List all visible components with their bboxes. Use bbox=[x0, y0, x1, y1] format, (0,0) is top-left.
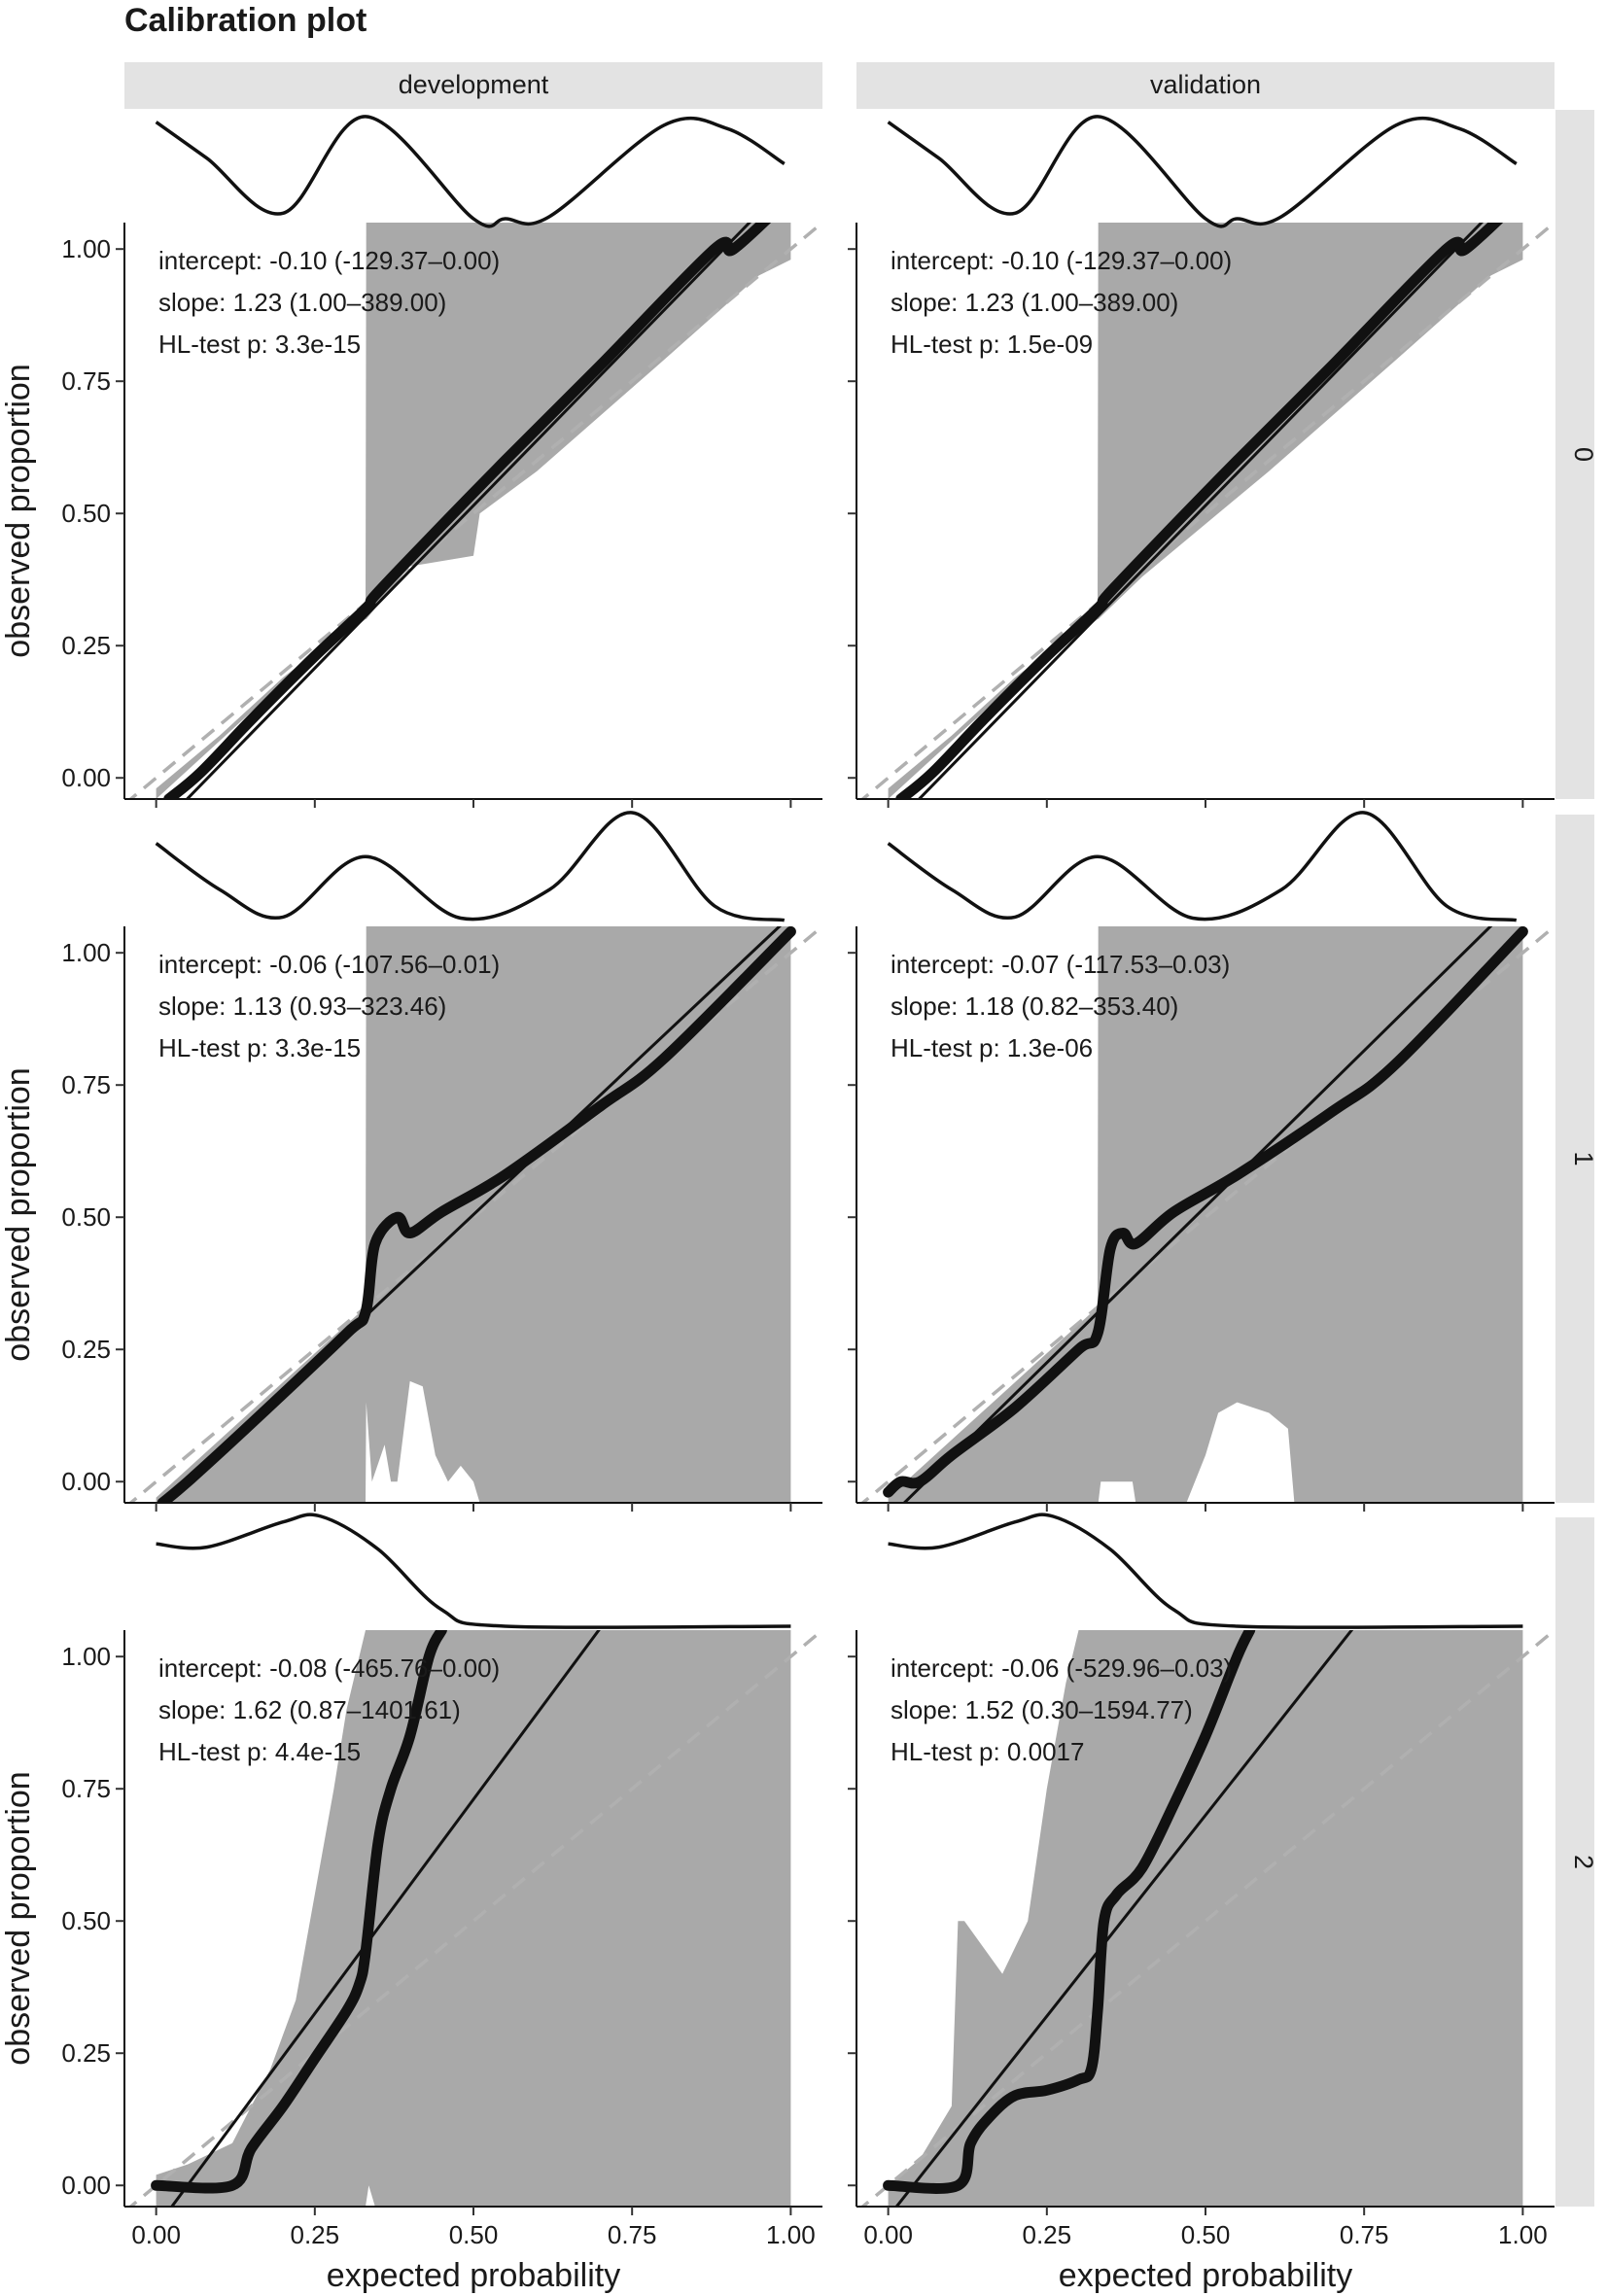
panel-development-2 bbox=[127, 1630, 822, 2207]
panel-stat-text: intercept: -0.08 (-465.76–0.00) bbox=[158, 1653, 500, 1683]
column-strip-label-development: development bbox=[399, 70, 549, 99]
x-tick-label: 1.00 bbox=[1498, 2220, 1548, 2249]
y-tick-label: 0.25 bbox=[61, 631, 111, 660]
panel-stat-text: HL-test p: 0.0017 bbox=[891, 1737, 1084, 1766]
panel-stat-text: intercept: -0.07 (-117.53–0.03) bbox=[891, 950, 1230, 979]
panel-validation-2 bbox=[859, 1630, 1555, 2207]
panel-stat-text: HL-test p: 1.3e-06 bbox=[891, 1033, 1093, 1062]
panel-stat-text: intercept: -0.06 (-529.96–0.03) bbox=[891, 1653, 1232, 1683]
panel-stat-text: slope: 1.52 (0.30–1594.77) bbox=[891, 1695, 1193, 1724]
panel-validation-1 bbox=[859, 926, 1555, 1503]
x-axis-title: expected probability bbox=[1059, 2257, 1352, 2294]
fit-line bbox=[185, 223, 752, 799]
density-curve bbox=[888, 1513, 1523, 1629]
panel-stat-text: HL-test p: 1.5e-09 bbox=[891, 330, 1093, 359]
column-strip-development bbox=[124, 62, 822, 109]
calibration-curve bbox=[163, 223, 772, 799]
y-tick-label: 0.00 bbox=[61, 763, 111, 792]
y-tick-label: 1.00 bbox=[61, 1642, 111, 1671]
x-tick-label: 0.00 bbox=[863, 2220, 913, 2249]
y-tick-label: 0.50 bbox=[61, 1906, 111, 1935]
panel-development-1 bbox=[127, 926, 822, 1503]
y-tick-label: 0.50 bbox=[61, 1202, 111, 1232]
density-curve bbox=[156, 1513, 791, 1629]
y-tick-label: 0.25 bbox=[61, 1335, 111, 1364]
panel-stat-text: HL-test p: 3.3e-15 bbox=[158, 1033, 361, 1062]
x-tick-label: 0.50 bbox=[449, 2220, 499, 2249]
density-curve bbox=[155, 115, 786, 228]
y-tick-label: 0.00 bbox=[61, 2171, 111, 2200]
y-tick-label: 0.50 bbox=[61, 499, 111, 528]
y-tick-label: 0.75 bbox=[61, 1774, 111, 1803]
row-strip-label-1: 1 bbox=[1569, 1151, 1598, 1165]
column-strip-validation bbox=[856, 62, 1555, 109]
row-strip-label-2: 2 bbox=[1569, 1855, 1598, 1869]
panel-stat-text: intercept: -0.10 (-129.37–0.00) bbox=[891, 246, 1232, 275]
panel-validation-0 bbox=[859, 223, 1555, 799]
ci-band bbox=[888, 926, 1523, 1503]
panel-stat-text: slope: 1.23 (1.00–389.00) bbox=[158, 288, 446, 317]
y-tick-label: 0.25 bbox=[61, 2038, 111, 2068]
panel-stat-text: HL-test p: 3.3e-15 bbox=[158, 330, 361, 359]
y-axis-title: observed proportion bbox=[0, 1067, 37, 1361]
panel-stat-text: intercept: -0.10 (-129.37–0.00) bbox=[158, 246, 500, 275]
x-tick-label: 0.00 bbox=[131, 2220, 181, 2249]
x-tick-label: 0.75 bbox=[608, 2220, 657, 2249]
y-axis-title: observed proportion bbox=[0, 364, 37, 657]
row-strip-0 bbox=[1555, 110, 1594, 799]
column-strip-label-validation: validation bbox=[1150, 70, 1261, 99]
fit-line bbox=[169, 1630, 601, 2207]
panel-stat-text: slope: 1.18 (0.82–353.40) bbox=[891, 991, 1178, 1021]
row-strip-2 bbox=[1555, 1517, 1594, 2207]
row-strip-1 bbox=[1555, 815, 1594, 1503]
x-tick-label: 0.50 bbox=[1181, 2220, 1231, 2249]
panel-stat-text: intercept: -0.06 (-107.56–0.01) bbox=[158, 950, 500, 979]
calibration-curve bbox=[883, 1630, 1256, 2194]
calibration-curve bbox=[157, 926, 796, 1503]
panel-stat-text: HL-test p: 4.4e-15 bbox=[158, 1737, 361, 1766]
y-tick-label: 0.75 bbox=[61, 366, 111, 396]
x-tick-label: 1.00 bbox=[766, 2220, 816, 2249]
y-tick-label: 1.00 bbox=[61, 938, 111, 967]
density-curve bbox=[155, 811, 786, 922]
panel-development-0 bbox=[127, 223, 822, 799]
row-strip-label-0: 0 bbox=[1569, 447, 1598, 462]
x-tick-label: 0.25 bbox=[291, 2220, 340, 2249]
x-tick-label: 0.75 bbox=[1340, 2220, 1389, 2249]
density-curve bbox=[887, 811, 1518, 922]
x-axis-title: expected probability bbox=[327, 2257, 620, 2294]
chart-title: Calibration plot bbox=[124, 2, 367, 39]
calibration-curve bbox=[151, 1630, 447, 2194]
y-axis-title: observed proportion bbox=[0, 1771, 37, 2065]
calibration-curve bbox=[895, 223, 1504, 799]
fit-line bbox=[917, 223, 1485, 799]
ci-band bbox=[888, 1630, 1523, 2207]
fit-line bbox=[894, 1630, 1354, 2207]
density-curve bbox=[887, 115, 1518, 228]
y-tick-label: 0.00 bbox=[61, 1467, 111, 1496]
y-tick-label: 0.75 bbox=[61, 1070, 111, 1099]
panel-stat-text: slope: 1.23 (1.00–389.00) bbox=[891, 288, 1178, 317]
y-tick-label: 1.00 bbox=[61, 234, 111, 263]
panel-stat-text: slope: 1.62 (0.87–1401.61) bbox=[158, 1695, 461, 1724]
panel-stat-text: slope: 1.13 (0.93–323.46) bbox=[158, 991, 446, 1021]
x-tick-label: 0.25 bbox=[1023, 2220, 1072, 2249]
calibration-curve bbox=[883, 926, 1528, 1498]
